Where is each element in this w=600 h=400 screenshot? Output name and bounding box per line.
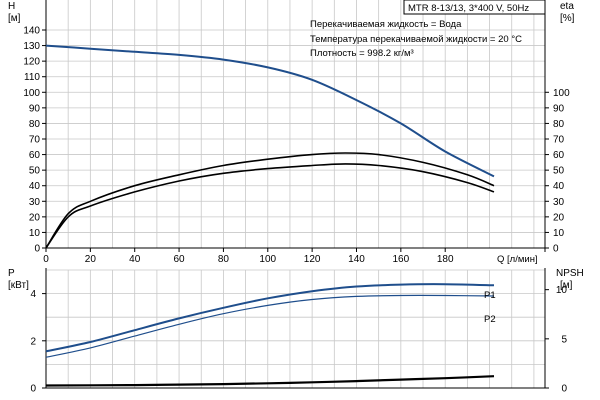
series-label-p1: P1 bbox=[484, 290, 496, 301]
y-right-unit-bottom: [м] bbox=[560, 280, 573, 291]
x-tick-label: 180 bbox=[437, 254, 454, 265]
y-left-tick-label: 70 bbox=[29, 135, 41, 146]
y-right-tick-label: 5 bbox=[561, 334, 567, 345]
y-left-unit-bottom: [кВт] bbox=[8, 280, 29, 291]
x-tick-label: 40 bbox=[129, 254, 141, 265]
y-left-tick-label: 0 bbox=[30, 384, 36, 395]
y-right-tick-label: 30 bbox=[553, 197, 565, 208]
y-left-tick-label: 80 bbox=[29, 119, 41, 130]
npsh-curve bbox=[45, 375, 495, 387]
p2-curve bbox=[45, 294, 495, 358]
head-curve bbox=[45, 44, 495, 178]
x-tick-label: 60 bbox=[174, 254, 186, 265]
title-box bbox=[403, 0, 546, 15]
y-left-label-top: H bbox=[8, 1, 15, 12]
y-left-tick-label: 130 bbox=[23, 41, 40, 52]
eta-lower-curve bbox=[45, 163, 495, 249]
y-right-label-top: eta bbox=[560, 1, 574, 12]
y-right-unit-top: [%] bbox=[560, 13, 575, 24]
y-right-tick-label: 10 bbox=[556, 285, 568, 296]
y-right-tick-label: 70 bbox=[553, 135, 565, 146]
y-right-tick-label: 60 bbox=[553, 150, 565, 161]
y-left-tick-label: 100 bbox=[23, 88, 40, 99]
eta-upper-curve bbox=[45, 152, 495, 249]
y-right-tick-label: 80 bbox=[553, 119, 565, 130]
x-tick-label: 20 bbox=[85, 254, 97, 265]
x-tick-label: 0 bbox=[43, 254, 49, 265]
x-axis-label: Q [л/мин] bbox=[497, 254, 538, 265]
y-left-tick-label: 2 bbox=[30, 336, 36, 347]
y-right-tick-label: 40 bbox=[553, 181, 565, 192]
series bbox=[45, 44, 495, 387]
annotation-density: Плотность = 998.2 кг/м³ bbox=[310, 48, 414, 59]
series-label-p2: P2 bbox=[484, 314, 496, 325]
labels: 0102030405060708090100110120130140010203… bbox=[23, 26, 570, 395]
y-left-tick-label: 0 bbox=[34, 244, 40, 255]
y-left-tick-label: 4 bbox=[30, 289, 36, 300]
y-left-unit-top: [м] bbox=[8, 13, 21, 24]
x-tick-label: 160 bbox=[393, 254, 410, 265]
annotation-fluid: Перекачиваемая жидкость = Вода bbox=[310, 19, 462, 30]
y-left-tick-label: 30 bbox=[29, 197, 41, 208]
y-left-tick-label: 20 bbox=[29, 212, 41, 223]
y-left-tick-label: 10 bbox=[29, 228, 41, 239]
annotation-temperature: Температура перекачиваемой жидкости = 20… bbox=[310, 34, 522, 45]
y-right-tick-label: 100 bbox=[553, 88, 570, 99]
y-left-tick-label: 90 bbox=[29, 103, 41, 114]
y-left-tick-label: 40 bbox=[29, 181, 41, 192]
y-left-label-bottom: P bbox=[8, 268, 15, 279]
y-right-tick-label: 10 bbox=[553, 228, 565, 239]
y-right-tick-label: 0 bbox=[561, 384, 567, 395]
p1-curve bbox=[45, 283, 495, 353]
x-tick-label: 120 bbox=[304, 254, 321, 265]
y-left-tick-label: 110 bbox=[24, 72, 40, 83]
y-left-tick-label: 60 bbox=[29, 150, 41, 161]
y-left-tick-label: 50 bbox=[29, 166, 41, 177]
y-right-tick-label: 20 bbox=[553, 212, 565, 223]
axes bbox=[42, 0, 549, 389]
grid bbox=[45, 0, 545, 389]
y-right-tick-label: 90 bbox=[553, 103, 565, 114]
y-left-tick-label: 120 bbox=[23, 57, 40, 68]
x-tick-label: 100 bbox=[259, 254, 276, 265]
x-tick-label: 80 bbox=[218, 254, 230, 265]
x-tick-label: 140 bbox=[348, 254, 365, 265]
y-right-tick-label: 0 bbox=[553, 244, 559, 255]
y-right-label-bottom: NPSH bbox=[556, 268, 584, 279]
chart-title: MTR 8-13/13, 3*400 V, 50Hz bbox=[408, 3, 529, 14]
y-left-tick-label: 140 bbox=[23, 26, 40, 37]
y-right-tick-label: 50 bbox=[553, 166, 565, 177]
